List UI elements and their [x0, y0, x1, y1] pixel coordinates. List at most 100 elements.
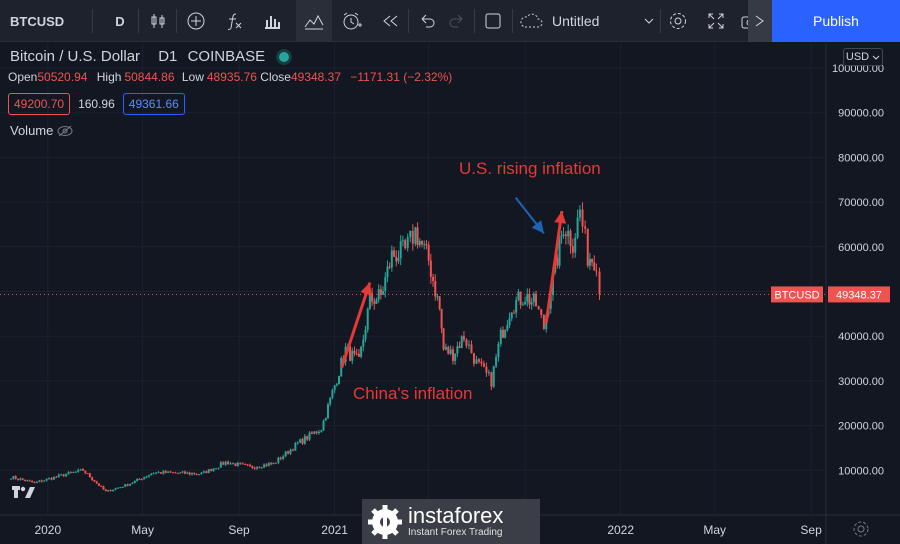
buy-price-button[interactable]: 49361.66 [122, 93, 185, 115]
candle-body [60, 474, 63, 476]
candle-body [227, 461, 230, 465]
candle-body [351, 350, 354, 361]
candle-body [24, 479, 27, 482]
publish-dropdown-toggle[interactable] [748, 0, 772, 42]
function-fx-icon[interactable] [218, 0, 250, 42]
expand-fullscreen-icon[interactable] [700, 0, 732, 42]
publish-button[interactable]: Publish [772, 0, 900, 42]
candle-body [303, 436, 306, 444]
last-price-label: BTCUSD 49348.37 [771, 286, 890, 303]
replay-rewind-icon[interactable] [374, 0, 406, 42]
candle-body [429, 260, 432, 277]
candle-body [236, 462, 239, 466]
candle-body [333, 385, 336, 391]
candle-body [510, 312, 513, 319]
candle-body [248, 464, 251, 467]
candle-body [164, 471, 167, 473]
candle-body [549, 295, 552, 309]
candle-body [55, 476, 58, 478]
high-value: 50844.86 [124, 70, 175, 84]
candle-body [418, 240, 421, 246]
candle-body [155, 472, 158, 474]
candle-body [416, 227, 419, 246]
candle-body [152, 473, 155, 475]
price-axis[interactable]: 10000.0020000.0030000.0040000.0050000.00… [771, 43, 890, 544]
layout-name-dropdown[interactable]: Untitled [518, 0, 658, 42]
candle-body [33, 482, 36, 484]
volume-legend[interactable]: Volume [10, 123, 73, 138]
candle-body [181, 471, 184, 473]
candle-body [355, 353, 358, 355]
chart-annotations: China's inflation U.S. rising inflation [340, 159, 601, 403]
candle-body [584, 226, 587, 229]
candle-body [195, 474, 198, 476]
candlestick-series [9, 202, 601, 492]
financials-bar-chart-icon[interactable] [256, 0, 288, 42]
symbol-description: Bitcoin / U.S. Dollar [10, 48, 141, 65]
candle-body [256, 467, 259, 469]
candle-body [393, 250, 396, 257]
legend-exchange: COINBASE [187, 48, 266, 65]
candle-body [72, 472, 75, 474]
instaforex-watermark: instaforex Instant Forex Trading [362, 499, 540, 544]
candle-body [349, 346, 352, 361]
candle-body [174, 472, 177, 474]
redo-icon[interactable] [442, 0, 472, 42]
open-label: Open [8, 70, 38, 84]
candle-body [456, 346, 459, 354]
price-tick-label: 20000.00 [838, 421, 884, 433]
candle-body [88, 473, 91, 478]
interval-button[interactable]: D [115, 13, 125, 29]
candle-body [253, 467, 256, 469]
compare-lines-icon[interactable] [296, 0, 332, 42]
candle-body [186, 472, 189, 474]
instaforex-name: instaforex [408, 503, 504, 528]
candle-body [364, 329, 367, 340]
settings-gear-icon[interactable] [662, 0, 694, 42]
time-axis[interactable]: 2020MaySep2021JanSep2022MaySep [0, 514, 900, 537]
annotation-label: China's inflation [353, 384, 472, 403]
currency-selector[interactable]: USD [843, 48, 883, 66]
candle-body [324, 418, 327, 421]
spread-value: 160.96 [78, 97, 115, 111]
candle-body [526, 294, 529, 302]
candle-body [86, 473, 89, 475]
undo-icon[interactable] [412, 0, 442, 42]
candle-body [100, 485, 103, 487]
candle-body [560, 235, 563, 237]
alert-clock-icon[interactable] [336, 0, 368, 42]
candle-body [487, 372, 490, 374]
eye-hidden-icon[interactable] [57, 125, 73, 137]
candle-body [229, 463, 232, 465]
symbol-search-button[interactable]: BTCUSD [10, 13, 65, 29]
chart-settings-gear-icon[interactable] [852, 520, 872, 540]
candle-body [147, 475, 150, 477]
candle-body [326, 404, 329, 419]
candle-body [107, 490, 110, 492]
price-chart[interactable]: 10000.0020000.0030000.0040000.0050000.00… [0, 43, 900, 544]
candle-body [200, 472, 203, 475]
candle-body [504, 329, 507, 338]
candle-body [338, 376, 341, 384]
toolbar-divider [92, 9, 93, 33]
candle-body [157, 472, 160, 474]
fullscreen-square-icon[interactable] [478, 0, 508, 42]
candle-body [239, 462, 242, 464]
add-indicator-icon[interactable] [180, 0, 212, 42]
candle-body [576, 217, 579, 238]
annotation-arrow-shaft [340, 282, 372, 368]
candle-body [65, 474, 68, 477]
tradingview-logo [12, 486, 36, 504]
candle-body [26, 480, 29, 482]
toolbar-divider [660, 9, 661, 33]
layout-name-label: Untitled [552, 13, 600, 29]
candle-body [519, 291, 522, 305]
chart-type-candles-icon[interactable] [142, 0, 174, 42]
candle-body [490, 372, 493, 387]
candle-body [497, 343, 500, 358]
candle-body [386, 266, 389, 278]
sell-price-button[interactable]: 49200.70 [8, 93, 71, 115]
candle-body [475, 359, 478, 364]
candle-body [320, 430, 323, 432]
candle-body [556, 257, 559, 266]
